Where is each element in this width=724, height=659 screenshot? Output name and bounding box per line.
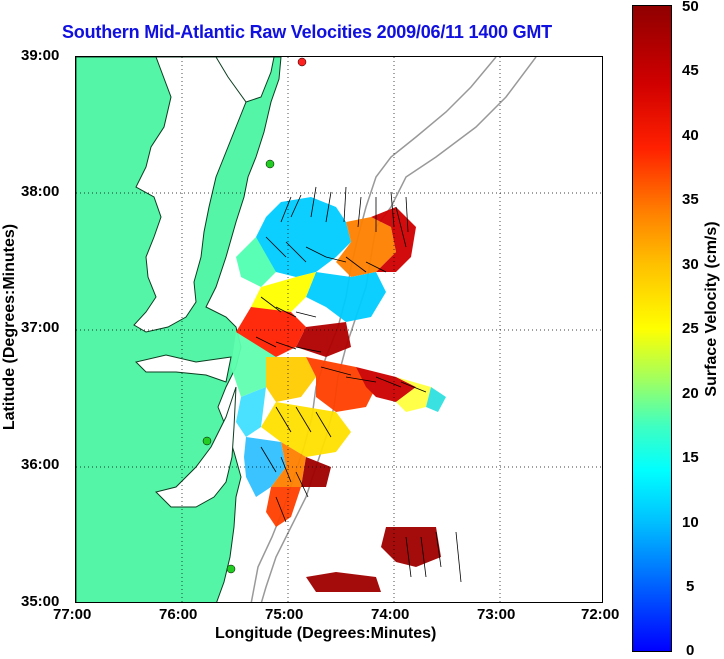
x-tick-label: 72:00 xyxy=(581,606,620,623)
map-canvas xyxy=(76,57,602,602)
colorbar-tick-label: 0 xyxy=(686,642,695,659)
x-tick-label: 73:00 xyxy=(477,606,516,623)
colorbar-tick-label: 5 xyxy=(686,578,695,595)
x-tick-label: 75:00 xyxy=(265,606,304,623)
velocity-field xyxy=(231,197,446,592)
y-tick-label: 39:00 xyxy=(21,47,60,64)
x-tick-label: 77:00 xyxy=(53,606,92,623)
colorbar-tick-label: 15 xyxy=(682,449,699,466)
y-axis-title: Latitude (Degrees:Minutes) xyxy=(1,223,18,431)
albemarle-sound xyxy=(135,354,232,383)
map-title: Southern Mid-Atlantic Raw Velocities 200… xyxy=(62,22,552,42)
pamlico-sound xyxy=(155,386,237,508)
radar-station-marker xyxy=(226,564,236,574)
map-plot xyxy=(75,56,603,603)
x-axis-title: Longitude (Degrees:Minutes) xyxy=(215,625,437,642)
colorbar-tick-label: 20 xyxy=(682,385,699,402)
delaware-bay xyxy=(215,57,275,103)
x-tick-label: 74:00 xyxy=(371,606,410,623)
colorbar xyxy=(632,5,672,652)
colorbar-tick-label: 25 xyxy=(682,320,699,337)
radar-station-marker xyxy=(265,159,275,169)
colorbar-tick-label: 50 xyxy=(682,0,699,15)
colorbar-tick-label: 10 xyxy=(682,514,699,531)
graticule xyxy=(76,57,602,602)
colorbar-tick-label: 35 xyxy=(682,191,699,208)
colorbar-title: Surface Velocity (cm/s) xyxy=(703,221,720,397)
x-tick-label: 76:00 xyxy=(159,606,198,623)
radar-station-marker xyxy=(202,436,212,446)
colorbar-tick-label: 30 xyxy=(682,256,699,273)
y-tick-label: 37:00 xyxy=(21,319,60,336)
colorbar-tick-label: 40 xyxy=(682,127,699,144)
chesapeake-bay xyxy=(133,57,257,333)
velocity-arrows xyxy=(255,186,462,583)
colorbar-tick-label: 45 xyxy=(682,62,699,79)
y-tick-label: 38:00 xyxy=(21,183,60,200)
bathymetry-contour xyxy=(260,57,537,602)
y-tick-label: 35:00 xyxy=(21,593,60,610)
radar-station-marker xyxy=(297,57,307,67)
y-tick-label: 36:00 xyxy=(21,456,60,473)
